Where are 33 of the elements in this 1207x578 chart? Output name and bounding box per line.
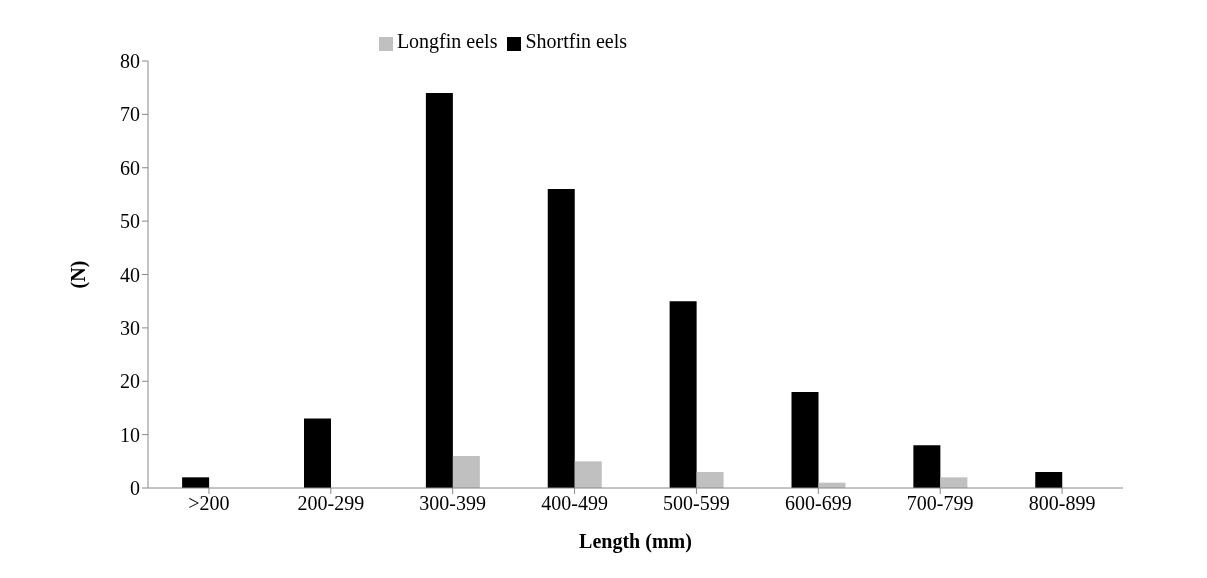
x-tick-label: 300-399 [419,492,487,515]
x-tick-label: >200 [188,492,230,515]
x-tick-label: 400-499 [541,492,608,515]
x-axis-title: Length (mm) [579,530,692,553]
legend-label: Longfin eels [396,30,498,52]
bar [791,391,819,488]
y-tick-label: 40 [120,263,140,286]
x-tick-label: 500-599 [663,492,730,515]
x-tick-label: 200-299 [297,492,365,515]
bar [182,477,210,488]
y-tick-label: 60 [120,156,140,179]
x-tick-label: 800-899 [1028,492,1096,515]
bar [669,301,697,488]
y-tick-label: 20 [120,370,140,393]
bar [1035,471,1063,488]
bar [425,93,453,488]
legend-label: Shortfin eels [525,30,628,52]
y-tick-label: 80 [120,50,140,73]
y-tick-label: 50 [120,210,140,233]
bar [913,445,941,488]
x-tick-label: 600-699 [784,492,852,515]
x-tick-label: 700-799 [906,492,974,515]
y-tick-label: 70 [120,103,140,126]
y-tick-label: 0 [130,477,140,500]
bar [304,418,331,488]
bar [696,471,724,488]
bar [547,189,575,488]
y-tick-label: 10 [120,423,140,446]
y-axis-title: (N) [67,260,91,289]
bar [452,455,480,488]
y-tick-label: 30 [120,316,140,339]
bar [940,477,968,488]
bar [574,461,602,488]
